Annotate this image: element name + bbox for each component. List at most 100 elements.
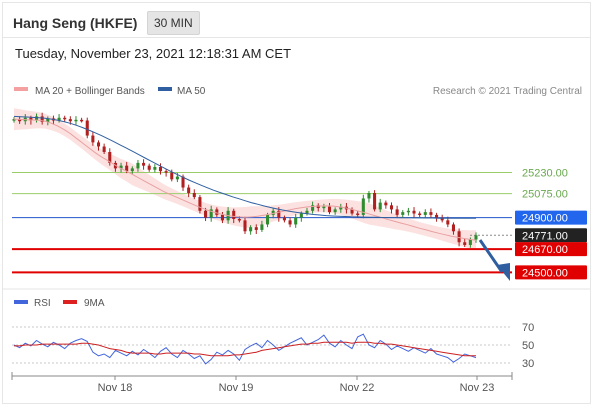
candle bbox=[350, 207, 354, 216]
candle bbox=[395, 205, 399, 217]
candle bbox=[384, 200, 388, 209]
candle bbox=[412, 207, 416, 218]
candle bbox=[260, 220, 264, 232]
candle bbox=[361, 194, 365, 219]
rsi-legend-label: RSI bbox=[34, 298, 51, 309]
candle bbox=[333, 207, 337, 215]
candle bbox=[198, 195, 202, 214]
candle bbox=[305, 207, 309, 216]
level-label-support: 24500.00 bbox=[522, 267, 568, 279]
ma20-legend-label: MA 20 + Bollinger Bands bbox=[35, 86, 145, 97]
x-axis-ticks: Nov 18 Nov 19 Nov 22 Nov 23 bbox=[11, 372, 513, 394]
ma50-legend-label: MA 50 bbox=[177, 86, 206, 97]
rsi-lines bbox=[13, 333, 477, 365]
rsi-tick-label: 30 bbox=[522, 358, 534, 370]
ma50-line bbox=[13, 115, 476, 219]
rsi-gridlines: 70 50 30 bbox=[12, 322, 534, 370]
candle bbox=[339, 203, 343, 213]
candle bbox=[18, 116, 22, 124]
price-level-labels: 25230.00 25075.00 24900.00 24771.00 24670.00… bbox=[515, 167, 587, 280]
timestamp: Tuesday, November 23, 2021 12:18:31 AM C… bbox=[15, 46, 292, 61]
candle bbox=[108, 148, 112, 166]
candle bbox=[322, 203, 326, 213]
candle bbox=[282, 215, 286, 223]
candle bbox=[451, 222, 455, 235]
candle bbox=[373, 190, 377, 212]
candle bbox=[96, 140, 101, 151]
rsi-tick-label: 50 bbox=[522, 340, 534, 352]
candle bbox=[435, 212, 439, 222]
interval-button[interactable]: 30 MIN bbox=[147, 11, 200, 35]
level-label-last: 24771.00 bbox=[522, 230, 568, 242]
candle bbox=[130, 166, 134, 174]
rsi-tick-label: 70 bbox=[522, 322, 534, 334]
candle bbox=[288, 217, 292, 228]
candle bbox=[254, 224, 258, 235]
credit-text: Research © 2021 Trading Central bbox=[433, 86, 582, 97]
candle bbox=[378, 198, 382, 213]
level-label-support: 24670.00 bbox=[522, 244, 568, 256]
candle bbox=[147, 163, 151, 172]
level-label-resistance: 25230.00 bbox=[522, 167, 568, 179]
candle bbox=[474, 232, 478, 243]
ma9-legend-swatch bbox=[63, 300, 77, 304]
candle bbox=[192, 189, 196, 200]
candle bbox=[266, 212, 270, 228]
rsi-line bbox=[13, 333, 477, 365]
candle bbox=[463, 238, 467, 248]
candle bbox=[74, 116, 78, 126]
instrument-title: Hang Seng (HKFE) bbox=[13, 15, 138, 31]
ma50-legend-swatch bbox=[158, 87, 172, 91]
candle bbox=[249, 225, 253, 235]
candle bbox=[57, 114, 61, 123]
x-tick-label: Nov 23 bbox=[460, 382, 495, 394]
x-tick-label: Nov 18 bbox=[98, 382, 133, 394]
candle bbox=[158, 163, 163, 175]
candle bbox=[187, 184, 191, 198]
chart-header: Hang Seng (HKFE) 30 MIN bbox=[3, 3, 590, 38]
rsi-ma-line bbox=[14, 341, 476, 357]
ma20-legend-swatch bbox=[14, 87, 28, 91]
candle bbox=[46, 116, 50, 126]
level-label-bg bbox=[515, 265, 587, 280]
rsi-legend-swatch bbox=[14, 300, 28, 304]
candle bbox=[429, 208, 433, 219]
level-label-bg bbox=[515, 242, 587, 257]
candle bbox=[91, 131, 95, 146]
forecast-arrow-icon bbox=[478, 239, 510, 281]
candle bbox=[136, 160, 140, 172]
candle bbox=[209, 205, 213, 222]
candle bbox=[153, 164, 157, 173]
level-label-bg bbox=[515, 210, 587, 225]
candle bbox=[401, 210, 405, 218]
candle bbox=[85, 117, 89, 139]
candle bbox=[406, 207, 410, 216]
candle bbox=[215, 207, 219, 217]
price-levels bbox=[12, 171, 512, 274]
candle bbox=[164, 169, 168, 177]
bollinger-band-area bbox=[14, 108, 476, 250]
candle bbox=[423, 209, 427, 218]
x-tick-label: Nov 19 bbox=[219, 382, 254, 394]
level-label-pivot: 24900.00 bbox=[522, 213, 568, 225]
candle bbox=[389, 202, 394, 214]
candle bbox=[316, 203, 320, 212]
level-label-bg bbox=[515, 228, 587, 243]
candle bbox=[311, 201, 315, 214]
candle bbox=[102, 143, 106, 155]
chart-panel: Hang Seng (HKFE) 30 MIN Tuesday, Novembe… bbox=[2, 2, 591, 404]
ma9-legend-label: 9MA bbox=[84, 298, 105, 309]
level-label-resistance: 25075.00 bbox=[522, 189, 568, 201]
moving-averages bbox=[13, 115, 477, 241]
candle bbox=[367, 190, 371, 203]
candle bbox=[418, 211, 422, 217]
candle bbox=[40, 112, 44, 125]
candle bbox=[12, 117, 16, 123]
candle bbox=[80, 117, 84, 123]
candle bbox=[142, 159, 146, 170]
candle bbox=[204, 207, 208, 222]
candle bbox=[294, 213, 298, 228]
candle bbox=[63, 115, 67, 122]
candle bbox=[119, 162, 123, 173]
